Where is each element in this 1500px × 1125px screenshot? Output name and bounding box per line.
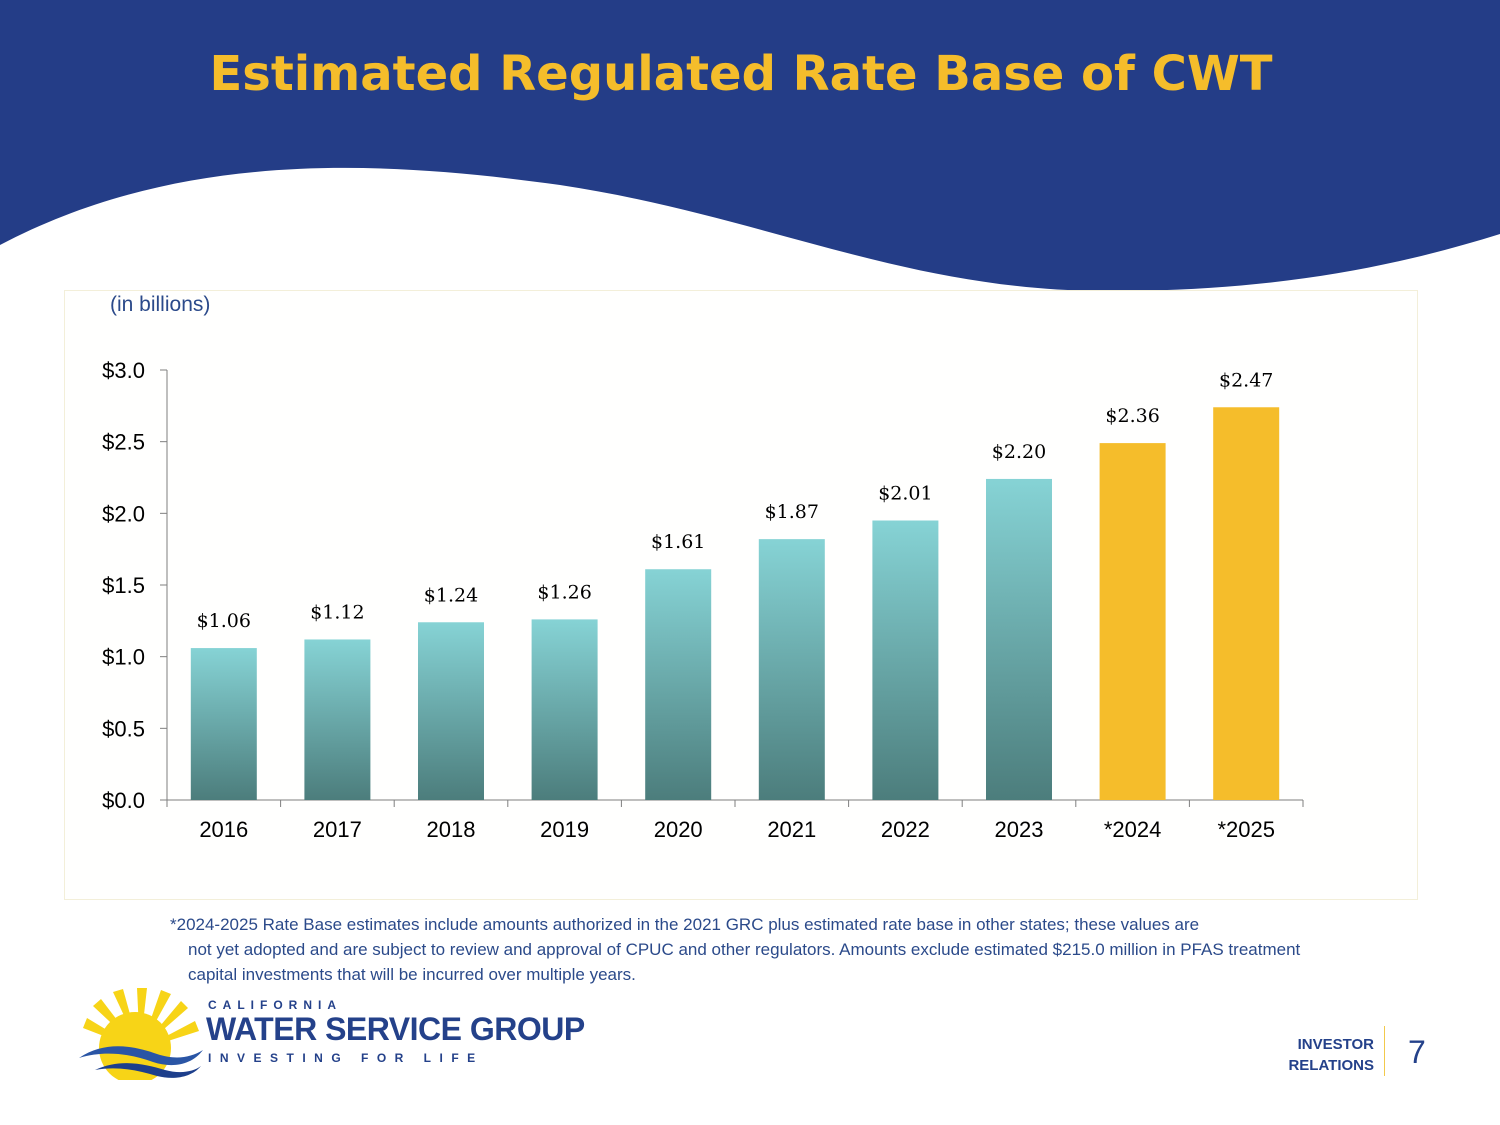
x-tick-label: 2016 — [199, 817, 248, 842]
investor-label-line1: INVESTOR — [1297, 1036, 1374, 1053]
bar-2016 — [190, 648, 257, 800]
footer-divider — [1384, 1026, 1385, 1076]
bar-2018 — [418, 622, 484, 800]
page-title: Estimated Regulated Rate Base of CWT — [209, 46, 1273, 102]
data-label: $1.87 — [765, 501, 819, 523]
y-tick-label: $1.5 — [102, 573, 145, 598]
page-number: 7 — [1408, 1034, 1426, 1070]
bar-2021 — [758, 539, 825, 800]
wave-2 — [95, 1063, 201, 1078]
bar-2023 — [986, 478, 1052, 800]
x-tick-label: *2025 — [1217, 817, 1275, 842]
data-label: $2.20 — [992, 441, 1046, 463]
footnote: *2024-2025 Rate Base estimates include a… — [170, 912, 1330, 987]
y-tick-label: $2.0 — [102, 501, 145, 526]
header-wave-shape — [0, 0, 1500, 292]
data-label: $2.47 — [1219, 369, 1273, 391]
x-tick-label: *2024 — [1104, 817, 1162, 842]
investor-relations-label: INVESTOR RELATIONS — [1270, 1034, 1374, 1076]
bar-2020 — [645, 569, 712, 800]
wave-1 — [79, 1046, 203, 1066]
brand-name: WATER SERVICE GROUP — [206, 1011, 585, 1047]
x-tick-label: 2021 — [767, 817, 816, 842]
header-wave-banner — [0, 0, 1500, 292]
footnote-rest: not yet adopted and are subject to revie… — [188, 940, 1301, 984]
investor-label-line2: RELATIONS — [1288, 1057, 1374, 1074]
x-tick-label: 2018 — [427, 817, 476, 842]
chart-bars — [190, 407, 1280, 800]
x-tick-label: 2022 — [881, 817, 930, 842]
bar-est-2024 — [1099, 443, 1166, 800]
bar-2022 — [872, 520, 939, 800]
sun-over-waves-icon — [79, 988, 203, 1080]
x-tick-label: 2019 — [540, 817, 589, 842]
bar-est-2025 — [1213, 407, 1280, 800]
x-tick-label: 2020 — [654, 817, 703, 842]
x-tick-label: 2023 — [995, 817, 1044, 842]
footnote-line-1: *2024-2025 Rate Base estimates include a… — [170, 915, 1200, 934]
data-label: $1.12 — [310, 601, 364, 623]
sun-disc — [99, 1012, 171, 1080]
chart-unit-label: (in billions) — [110, 293, 211, 316]
data-label: $1.24 — [424, 584, 478, 606]
bar-2019 — [531, 619, 598, 800]
chart-panel — [64, 290, 1418, 900]
y-tick-label: $3.0 — [102, 358, 145, 383]
bar-2017 — [304, 639, 371, 800]
x-tick-label: 2017 — [313, 817, 362, 842]
data-label: $1.61 — [651, 531, 705, 553]
chart-labels: $0.0 $0.5 $1.0 $1.5 $2.0 $2.5 $3.0 $1.06 2016 $1.… — [102, 358, 1275, 842]
y-tick-label: $0.5 — [102, 716, 145, 741]
data-label: $2.36 — [1105, 405, 1159, 427]
data-label: $2.01 — [878, 483, 932, 505]
y-tick-label: $1.0 — [102, 645, 145, 670]
brand-tagline-bottom: INVESTING FOR LIFE — [208, 1051, 484, 1065]
data-label: $1.06 — [197, 610, 251, 632]
data-label: $1.26 — [537, 581, 591, 603]
y-tick-label: $2.5 — [102, 430, 145, 455]
y-tick-label: $0.0 — [102, 788, 145, 813]
brand-tagline-top: CALIFORNIA — [208, 998, 342, 1012]
